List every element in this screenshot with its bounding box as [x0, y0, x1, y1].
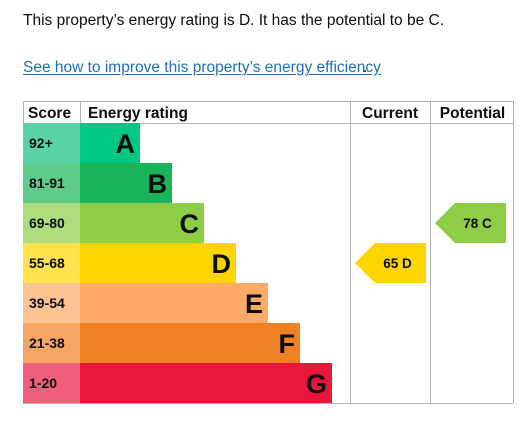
band-letter-f: F — [279, 329, 296, 359]
score-range-f: 21-38 — [29, 335, 65, 351]
band-letter-g: G — [306, 369, 327, 399]
score-cell-c — [23, 203, 80, 243]
score-range-g: 1-20 — [29, 375, 57, 391]
band-bar-a — [80, 123, 140, 163]
rating-summary: This property’s energy rating is D. It h… — [23, 12, 445, 29]
band-bar-b — [80, 163, 172, 203]
score-cell-e — [23, 283, 80, 323]
score-range-b: 81-91 — [29, 175, 65, 191]
chart-headers: Score Energy rating Current Potential — [28, 105, 505, 122]
score-cell-d — [23, 243, 80, 283]
current-rating-label: 65 D — [383, 256, 412, 271]
band-letter-a: A — [116, 129, 136, 159]
header-score: Score — [28, 105, 71, 122]
potential-rating-arrow — [435, 203, 506, 243]
header-current: Current — [362, 105, 418, 122]
chart-grid — [23, 101, 514, 404]
chart-bands: 92+ A 81-91 B 69-80 C 55-68 D 39-54 E 21-38 F 1-20 G — [23, 123, 332, 403]
band-letter-d: D — [212, 249, 232, 279]
band-bar-g — [80, 363, 332, 403]
score-cell-b — [23, 163, 80, 203]
score-range-c: 69-80 — [29, 215, 65, 231]
band-bar-e — [80, 283, 268, 323]
link-suffix: . — [363, 59, 368, 76]
score-range-e: 39-54 — [29, 295, 65, 311]
potential-rating-label: 78 C — [463, 216, 492, 231]
header-energy-rating: Energy rating — [88, 105, 188, 122]
improve-efficiency-link[interactable]: See how to improve this property’s energ… — [23, 59, 381, 76]
score-cell-g — [23, 363, 80, 403]
score-cell-f — [23, 323, 80, 363]
band-letter-b: B — [148, 169, 168, 199]
band-bar-d — [80, 243, 236, 283]
score-cell-a — [23, 123, 80, 163]
band-bar-c — [80, 203, 204, 243]
band-letter-c: C — [180, 209, 200, 239]
chart-arrows: 65 D 78 C — [355, 203, 506, 283]
current-rating-arrow — [355, 243, 426, 283]
score-range-a: 92+ — [29, 135, 53, 151]
band-letter-e: E — [245, 289, 263, 319]
band-bar-f — [80, 323, 300, 363]
header-potential: Potential — [440, 105, 505, 122]
score-range-d: 55-68 — [29, 255, 65, 271]
